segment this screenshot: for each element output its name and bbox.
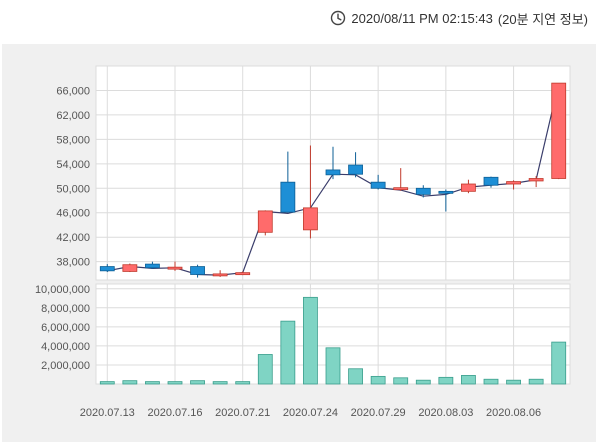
price-tick-label: 50,000 <box>56 183 90 195</box>
volume-bar <box>461 375 476 385</box>
volume-layer <box>99 296 567 385</box>
volume-tick-label: 10,000,000 <box>35 284 90 296</box>
price-grid <box>95 65 571 281</box>
volume-bar <box>370 375 386 385</box>
volume-tick-label: 6,000,000 <box>41 322 90 334</box>
candle-body <box>370 181 386 189</box>
delay-note: (20분 지연 정보) <box>497 11 588 27</box>
candle-body <box>461 183 476 192</box>
x-tick-label: 2020.08.03 <box>418 407 473 419</box>
candle-body <box>303 207 318 231</box>
volume-bar <box>415 379 431 385</box>
volume-bar <box>348 368 363 385</box>
volume-bar <box>167 381 183 385</box>
candle-body <box>99 266 115 272</box>
candle-body <box>280 181 296 213</box>
timestamp-text: 2020/08/11 PM 02:15:43 <box>351 10 493 26</box>
volume-bar <box>528 378 544 385</box>
volume-tick-label: 4,000,000 <box>41 341 90 353</box>
volume-bar <box>235 381 251 385</box>
volume-bar <box>393 377 409 385</box>
volume-bar <box>506 379 521 385</box>
candle-body <box>325 169 341 176</box>
candle-body <box>145 263 160 269</box>
candle-body <box>551 82 567 179</box>
price-tick-label: 54,000 <box>56 159 90 171</box>
x-tick-label: 2020.07.29 <box>351 407 406 419</box>
volume-bar <box>190 380 205 385</box>
candle-body <box>257 210 273 233</box>
candle-body <box>393 187 409 191</box>
price-tick-label: 46,000 <box>56 208 90 220</box>
candle-body <box>528 178 544 182</box>
candle-body <box>190 266 205 275</box>
timestamp-bar: 2020/08/11 PM 02:15:43 (20분 지연 정보) <box>330 6 588 30</box>
stock-chart: 38,000 42,000 46,000 50,000 54,000 58,000 62,0… <box>35 65 571 419</box>
volume-bar <box>303 296 318 385</box>
x-axis: 2020.07.13 2020.07.16 2020.07.21 2020.07.24… <box>80 407 541 419</box>
price-tick-label: 38,000 <box>56 257 90 269</box>
candle-body <box>483 176 499 186</box>
candle-body <box>348 164 363 175</box>
x-tick-label: 2020.08.06 <box>486 407 541 419</box>
volume-bar <box>325 347 341 385</box>
volume-bar <box>551 341 567 385</box>
candle-body <box>122 264 138 272</box>
candle-body <box>167 266 183 270</box>
volume-bar <box>483 378 499 385</box>
candle-layer <box>99 82 567 278</box>
volume-bar <box>99 381 115 385</box>
volume-tick-label: 2,000,000 <box>41 360 90 372</box>
volume-grid <box>95 283 571 385</box>
candle-body <box>438 190 454 194</box>
candle-body <box>506 181 521 185</box>
volume-tick-label: 8,000,000 <box>41 303 90 315</box>
volume-bar <box>212 381 228 385</box>
candle-body <box>415 187 431 195</box>
price-tick-label: 66,000 <box>56 85 90 97</box>
volume-y-axis: 2,000,000 4,000,000 6,000,000 8,000,000 10,0… <box>35 284 90 372</box>
price-y-axis: 38,000 42,000 46,000 50,000 54,000 58,000 62,0… <box>56 85 90 268</box>
volume-bar <box>280 320 296 385</box>
volume-bar <box>438 376 454 385</box>
x-tick-label: 2020.07.16 <box>147 407 202 419</box>
chart-panel: 38,000 42,000 46,000 50,000 54,000 58,000 62,0… <box>2 44 596 442</box>
x-tick-label: 2020.07.24 <box>283 407 338 419</box>
volume-bar <box>257 354 273 385</box>
volume-bar <box>122 380 138 385</box>
price-tick-label: 58,000 <box>56 134 90 146</box>
volume-bar <box>145 381 160 385</box>
x-tick-label: 2020.07.21 <box>215 407 270 419</box>
price-tick-label: 42,000 <box>56 232 90 244</box>
candle-body <box>212 273 228 277</box>
x-tick-label: 2020.07.13 <box>80 407 135 419</box>
clock-icon <box>331 10 346 26</box>
price-tick-label: 62,000 <box>56 110 90 122</box>
candle-body <box>235 272 251 276</box>
